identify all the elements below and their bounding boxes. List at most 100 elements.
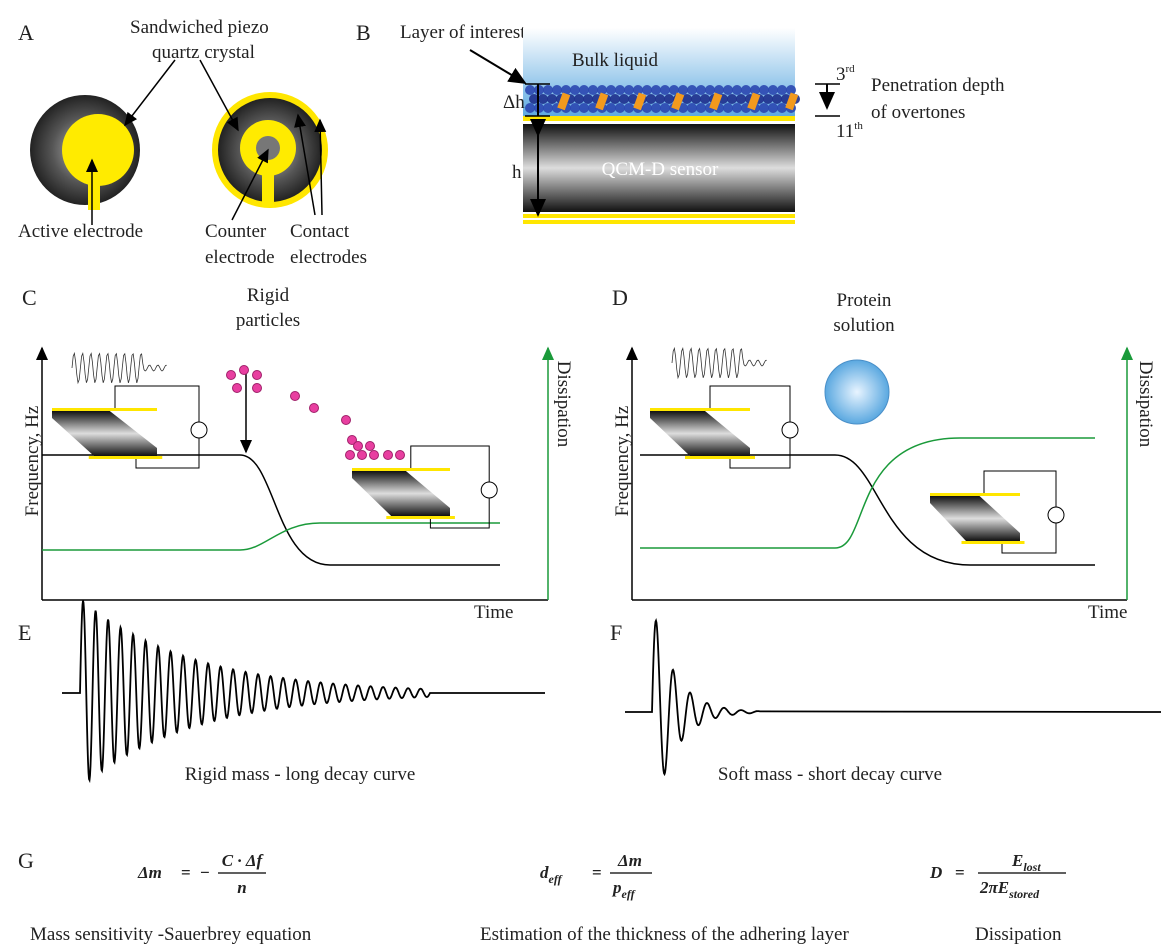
panel-label: G	[18, 848, 34, 873]
x-label: Time	[1088, 602, 1127, 623]
eq-den: n	[237, 878, 246, 897]
protein	[687, 103, 697, 113]
crystal-active	[30, 95, 140, 210]
protein	[570, 103, 580, 113]
protein	[624, 103, 634, 113]
sensor-body	[650, 411, 750, 456]
protein	[777, 85, 787, 95]
label: of overtones	[871, 102, 965, 123]
label: Δh	[503, 92, 525, 113]
label: Bulk liquid	[572, 50, 659, 71]
label: Layer of interest	[400, 22, 526, 43]
protein	[579, 85, 589, 95]
protein	[777, 103, 787, 113]
sensor-body	[52, 411, 157, 456]
sensor-body	[352, 471, 450, 516]
eq-sign: =	[955, 863, 965, 882]
protein	[741, 85, 751, 95]
decay-curve	[625, 621, 1161, 774]
eq-num: Δm	[617, 851, 642, 870]
protein	[727, 94, 737, 104]
signal	[672, 348, 767, 378]
eq-lhs: Δm	[137, 863, 162, 882]
protein-layer	[525, 85, 800, 113]
protein	[705, 85, 715, 95]
protein	[732, 85, 742, 95]
eq-num: Elost	[1011, 851, 1041, 874]
protein	[538, 94, 548, 104]
equation: Δm = − C · Δf n	[137, 851, 266, 897]
sensor-plate	[89, 456, 163, 459]
label: Contact	[290, 221, 350, 242]
protein	[619, 94, 629, 104]
label: quartz crystal	[152, 42, 255, 63]
superscript: th	[854, 120, 863, 132]
y2-label: Dissipation	[1135, 361, 1156, 448]
equation: deff = Δm peff	[540, 851, 652, 901]
sensor-plate	[352, 468, 450, 471]
label: Protein	[837, 290, 892, 311]
equation: D = Elost 2πEstored	[929, 851, 1066, 901]
label: QCM-D sensor	[602, 159, 719, 180]
source	[1048, 507, 1064, 523]
protein	[723, 85, 733, 95]
protein	[642, 103, 652, 113]
panel-label: E	[18, 620, 31, 645]
protein	[574, 94, 584, 104]
overtone: 3	[836, 64, 846, 85]
protein	[768, 85, 778, 95]
protein	[772, 94, 782, 104]
signal	[72, 353, 167, 383]
protein	[687, 85, 697, 95]
panel-label: A	[18, 20, 34, 45]
protein	[642, 85, 652, 95]
protein	[646, 94, 656, 104]
y2-label: Dissipation	[553, 361, 574, 448]
label: electrode	[205, 247, 275, 268]
protein	[696, 85, 706, 95]
panel-label: D	[612, 285, 628, 310]
protein	[615, 103, 625, 113]
protein	[759, 103, 769, 113]
eq-den: peff	[611, 878, 636, 901]
caption: Dissipation	[975, 924, 1062, 945]
overtone: 11	[836, 121, 854, 142]
label: 11th	[836, 120, 863, 142]
sensor-plate	[685, 456, 755, 459]
protein	[543, 103, 553, 113]
protein	[615, 85, 625, 95]
protein	[696, 103, 706, 113]
caption: Rigid mass - long decay curve	[185, 764, 416, 785]
protein	[543, 85, 553, 95]
protein	[525, 85, 535, 95]
label: particles	[236, 310, 300, 331]
sub: eff	[549, 872, 563, 886]
eq-lhs: deff	[540, 863, 563, 886]
protein	[700, 94, 710, 104]
protein	[660, 103, 670, 113]
panel-label: F	[610, 620, 622, 645]
label: 3rd	[836, 63, 855, 85]
protein	[525, 103, 535, 113]
sensor-plate	[930, 493, 1020, 496]
caption: Mass sensitivity -Sauerbrey equation	[30, 924, 312, 945]
protein	[606, 85, 616, 95]
label: Penetration depth	[871, 75, 1005, 96]
caption: Estimation of the thickness of the adher…	[480, 924, 849, 945]
protein	[606, 103, 616, 113]
sub: eff	[622, 887, 636, 901]
x-label: Time	[474, 602, 513, 623]
caption: Soft mass - short decay curve	[718, 764, 942, 785]
eq-sign: =	[181, 863, 191, 882]
figure: A Sandwiched piezo quartz crystal Active…	[0, 0, 1161, 945]
protein	[768, 103, 778, 113]
eq-lhs: D	[929, 863, 942, 882]
label: Rigid	[247, 285, 290, 306]
panel-label: B	[356, 20, 371, 45]
sensor-body	[930, 496, 1020, 541]
protein	[736, 94, 746, 104]
protein	[763, 94, 773, 104]
protein	[664, 94, 674, 104]
label: h	[512, 162, 522, 183]
protein	[624, 85, 634, 95]
